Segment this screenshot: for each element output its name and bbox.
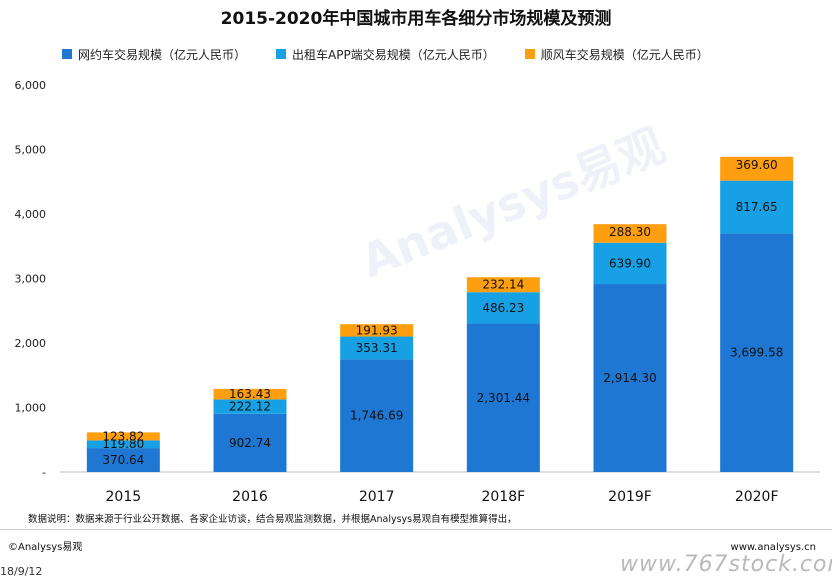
data-label: 163.43 xyxy=(229,387,271,401)
stacked-bar-chart: - 1,000 2,000 3,000 4,000 5,000 6,000 370.64 119… xyxy=(15,79,820,505)
data-label: 902.74 xyxy=(229,436,271,450)
bar-segment xyxy=(340,359,414,472)
bar-segment xyxy=(720,180,794,234)
bar-segment xyxy=(593,242,667,285)
data-label: 1,746.69 xyxy=(350,409,403,423)
bar-segment xyxy=(86,448,160,472)
legend-item: 顺风车交易规模（亿元人民币） xyxy=(524,46,709,63)
data-label: 2,301.44 xyxy=(477,391,530,405)
x-tick-label: 2016 xyxy=(232,489,268,505)
bar-segment xyxy=(593,224,667,243)
data-label: 369.60 xyxy=(736,158,778,172)
data-label: 119.80 xyxy=(102,437,144,451)
date-fragment: 18/9/12 xyxy=(0,565,43,578)
bar-segment xyxy=(720,233,794,472)
bar-segment xyxy=(213,388,287,400)
chart-title: 2015-2020年中国城市用车各细分市场规模及预测 xyxy=(220,9,612,29)
legend-item: 出租车APP端交易规模（亿元人民币） xyxy=(276,46,495,63)
copyright-text: ©Analysys易观 xyxy=(8,542,83,553)
legend-swatch xyxy=(524,49,535,59)
data-label: 817.65 xyxy=(736,200,778,214)
bar-segment xyxy=(213,399,287,414)
y-tick-label: 1,000 xyxy=(15,402,47,415)
data-label: 639.90 xyxy=(609,256,651,270)
data-label: 2,914.30 xyxy=(603,371,656,385)
x-tick-label: 2017 xyxy=(359,489,395,505)
y-tick-label: 5,000 xyxy=(15,144,47,157)
chart-legend: 网约车交易规模（亿元人民币） 出租车APP端交易规模（亿元人民币） 顺风车交易规模（… xyxy=(62,44,739,64)
data-label: 288.30 xyxy=(609,225,651,239)
legend-item: 网约车交易规模（亿元人民币） xyxy=(62,46,246,63)
bar-segment xyxy=(720,156,794,181)
site-url[interactable]: www.analysys.cn xyxy=(730,542,816,553)
bar-segment xyxy=(593,284,667,472)
legend-label: 顺风车交易规模（亿元人民币） xyxy=(540,47,709,62)
bar-segment xyxy=(86,440,160,449)
data-label: 123.82 xyxy=(102,429,144,443)
x-tick-label: 2020F xyxy=(735,489,779,505)
y-tick-label: 3,000 xyxy=(15,273,47,286)
x-tick-label: 2018F xyxy=(481,489,525,505)
data-label: 353.31 xyxy=(356,341,398,355)
data-label: 370.64 xyxy=(102,453,144,467)
x-tick-label: 2015 xyxy=(106,489,142,505)
data-label: 3,699.58 xyxy=(730,346,783,360)
bar-segment xyxy=(340,324,414,337)
legend-label: 出租车APP端交易规模（亿元人民币） xyxy=(292,47,495,62)
bar-segment xyxy=(466,292,540,324)
y-tick-label: 2,000 xyxy=(15,337,47,350)
legend-label: 网约车交易规模（亿元人民币） xyxy=(78,47,247,62)
y-tick-label: - xyxy=(42,466,46,479)
y-tick-label: 4,000 xyxy=(15,208,47,221)
data-label: 232.14 xyxy=(482,278,524,292)
data-label: 222.12 xyxy=(229,400,271,414)
legend-swatch xyxy=(62,49,72,59)
data-footnote: 数据说明：数据来源于行业公开数据、各家企业访谈，结合易观监测数据，并根据Anal… xyxy=(28,514,517,525)
bar-segment xyxy=(213,413,287,472)
footer-divider xyxy=(0,529,832,530)
bar-segment xyxy=(86,432,160,441)
bar-segment xyxy=(466,323,540,472)
data-label: 191.93 xyxy=(356,323,398,337)
y-tick-label: 6,000 xyxy=(15,79,47,92)
data-label: 486.23 xyxy=(482,301,524,315)
bar-segment xyxy=(340,336,414,360)
legend-swatch xyxy=(276,49,287,59)
bar-segment xyxy=(466,277,540,293)
x-tick-label: 2019F xyxy=(608,489,652,505)
site-watermark: www.767stock.com xyxy=(620,552,832,577)
